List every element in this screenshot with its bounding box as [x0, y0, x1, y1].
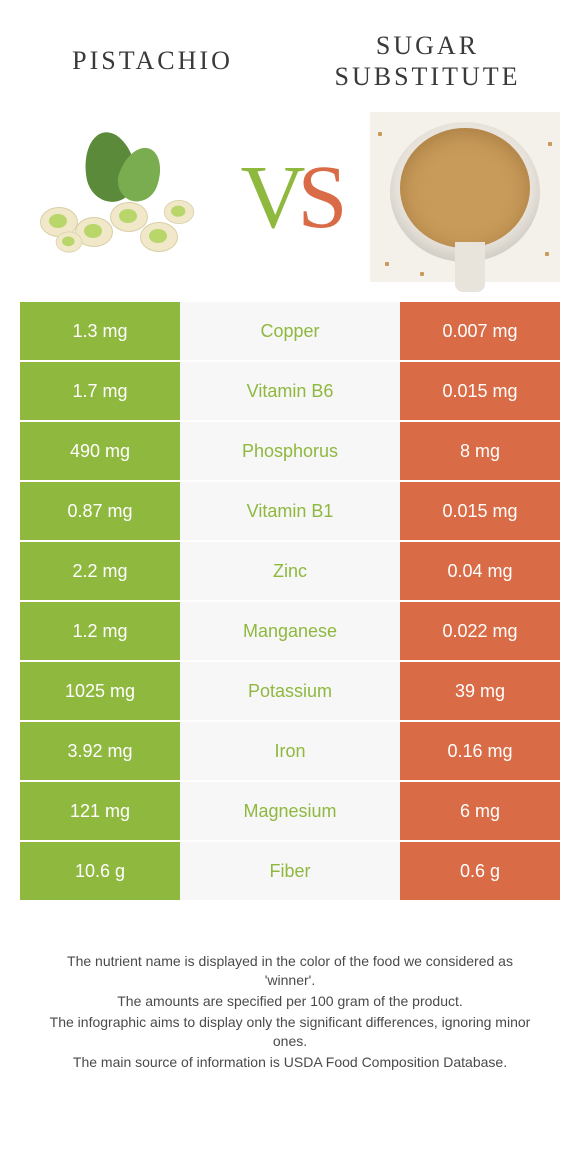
table-row: 1.7 mgVitamin B60.015 mg [20, 362, 560, 422]
table-row: 490 mgPhosphorus8 mg [20, 422, 560, 482]
footer-line: The nutrient name is displayed in the co… [40, 952, 540, 990]
footer-line: The infographic aims to display only the… [40, 1013, 540, 1051]
right-value: 6 mg [400, 782, 560, 840]
footer-line: The main source of information is USDA F… [40, 1053, 540, 1072]
footer-line: The amounts are specified per 100 gram o… [40, 992, 540, 1011]
footer-notes: The nutrient name is displayed in the co… [0, 902, 580, 1071]
left-value: 10.6 g [20, 842, 180, 900]
pistachio-image [20, 112, 210, 282]
nutrient-label: Fiber [180, 842, 400, 900]
left-value: 2.2 mg [20, 542, 180, 600]
left-value: 0.87 mg [20, 482, 180, 540]
left-value: 3.92 mg [20, 722, 180, 780]
table-row: 10.6 gFiber0.6 g [20, 842, 560, 902]
nutrient-label: Vitamin B6 [180, 362, 400, 420]
table-row: 0.87 mgVitamin B10.015 mg [20, 482, 560, 542]
right-value: 39 mg [400, 662, 560, 720]
right-value: 0.015 mg [400, 362, 560, 420]
right-value: 0.015 mg [400, 482, 560, 540]
left-value: 1.2 mg [20, 602, 180, 660]
table-row: 2.2 mgZinc0.04 mg [20, 542, 560, 602]
left-value: 1.3 mg [20, 302, 180, 360]
header: Pistachio Sugar substitute [0, 0, 580, 102]
table-row: 1.3 mgCopper0.007 mg [20, 302, 560, 362]
vs-s: S [297, 148, 339, 247]
left-value: 1025 mg [20, 662, 180, 720]
nutrient-label: Phosphorus [180, 422, 400, 480]
left-value: 1.7 mg [20, 362, 180, 420]
vs-v: V [240, 148, 297, 247]
right-value: 0.022 mg [400, 602, 560, 660]
nutrient-label: Zinc [180, 542, 400, 600]
table-row: 3.92 mgIron0.16 mg [20, 722, 560, 782]
infographic-container: Pistachio Sugar substitute VS [0, 0, 580, 1072]
nutrient-label: Potassium [180, 662, 400, 720]
right-value: 0.04 mg [400, 542, 560, 600]
right-value: 0.007 mg [400, 302, 560, 360]
table-row: 1025 mgPotassium39 mg [20, 662, 560, 722]
right-value: 0.6 g [400, 842, 560, 900]
table-row: 121 mgMagnesium6 mg [20, 782, 560, 842]
left-value: 490 mg [20, 422, 180, 480]
left-food-title: Pistachio [30, 46, 275, 76]
sugar-substitute-image [370, 112, 560, 282]
right-value: 0.16 mg [400, 722, 560, 780]
nutrient-label: Magnesium [180, 782, 400, 840]
table-row: 1.2 mgManganese0.022 mg [20, 602, 560, 662]
right-food-title: Sugar substitute [305, 30, 550, 92]
left-value: 121 mg [20, 782, 180, 840]
right-value: 8 mg [400, 422, 560, 480]
comparison-table: 1.3 mgCopper0.007 mg1.7 mgVitamin B60.01… [20, 302, 560, 902]
images-row: VS [0, 102, 580, 302]
nutrient-label: Iron [180, 722, 400, 780]
vs-label: VS [240, 146, 339, 249]
nutrient-label: Vitamin B1 [180, 482, 400, 540]
nutrient-label: Copper [180, 302, 400, 360]
nutrient-label: Manganese [180, 602, 400, 660]
